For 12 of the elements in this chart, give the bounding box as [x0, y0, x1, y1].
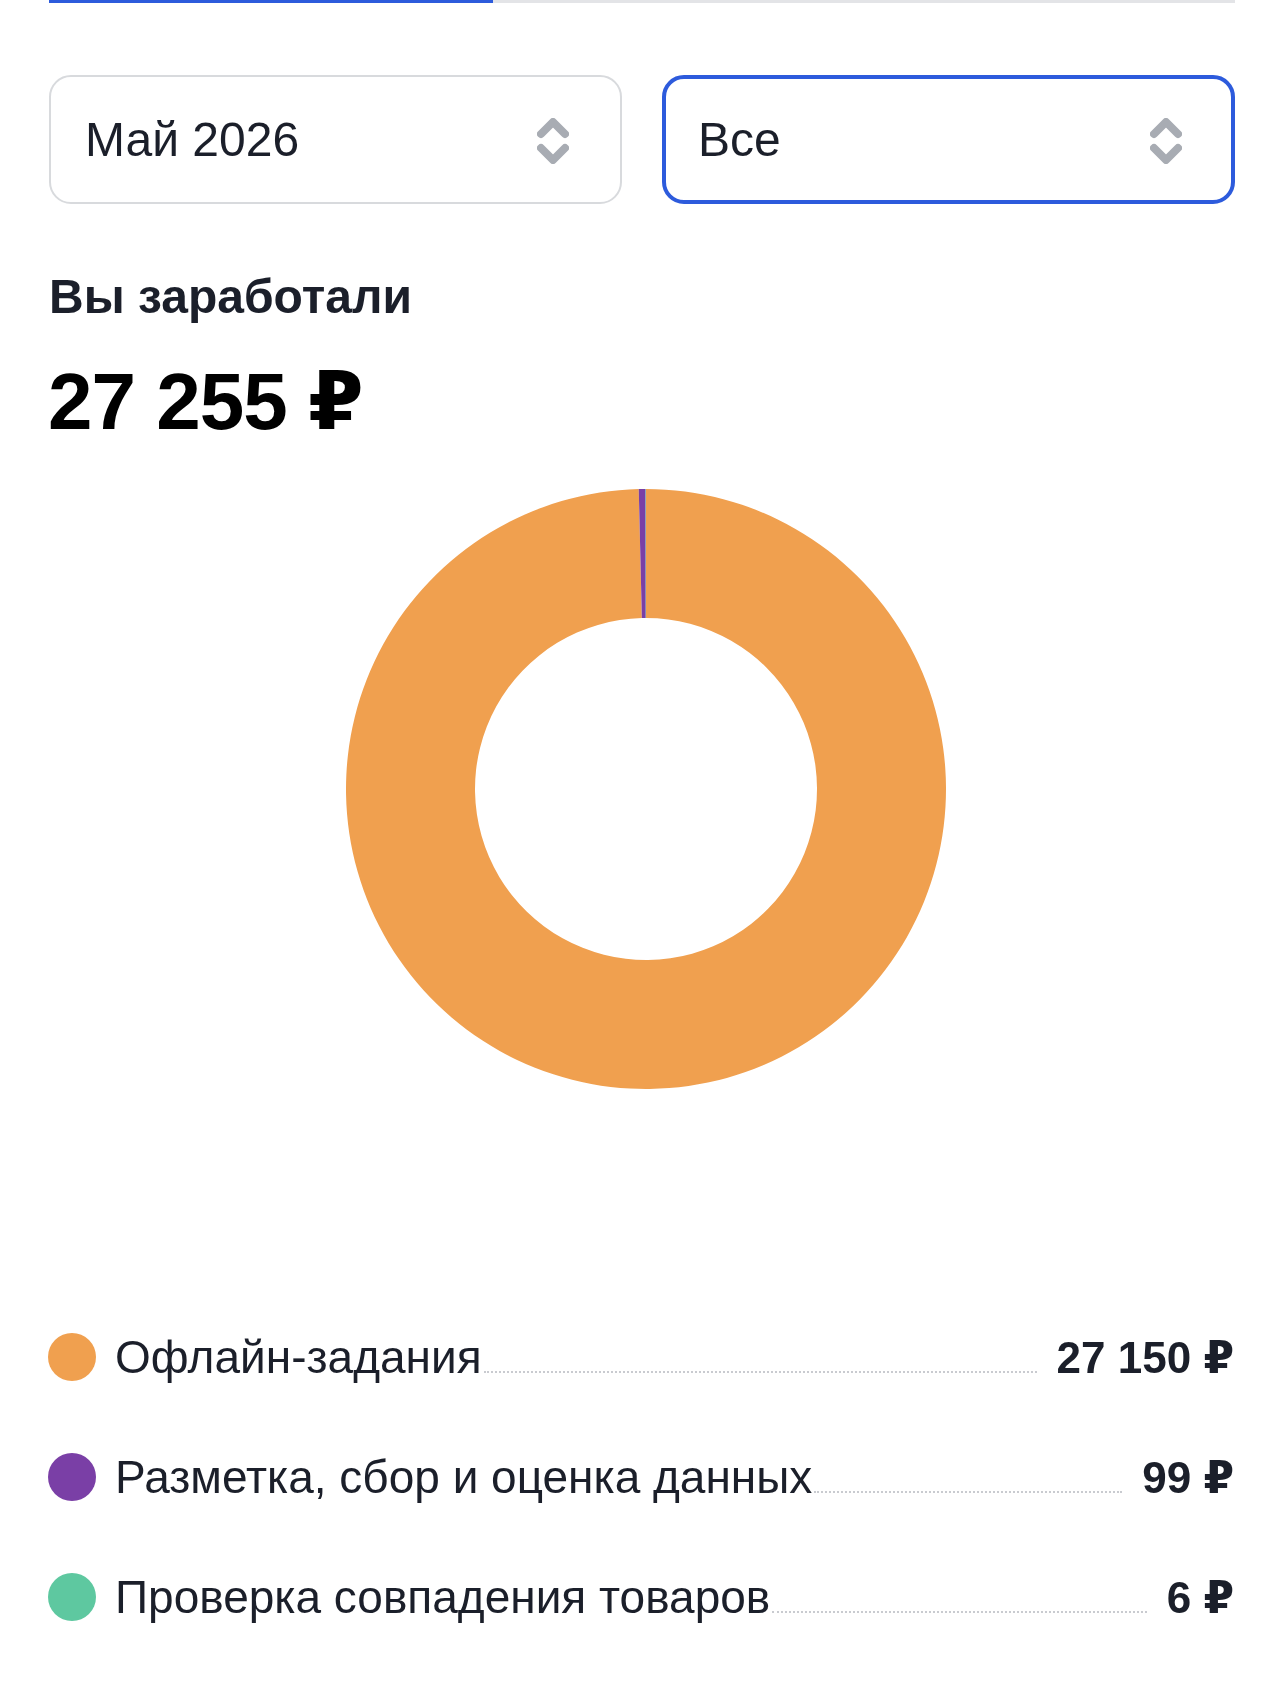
donut-slice: [638, 489, 646, 619]
donut-slice: [346, 489, 946, 1089]
data-label: 27 150 ₽: [1056, 1333, 1234, 1382]
data-label: 99 ₽: [1142, 1453, 1234, 1502]
data-label: 6 ₽: [1166, 1573, 1234, 1622]
dropdown-field: Май 2026: [49, 75, 622, 204]
legend-label: Офлайн-задания: [115, 1331, 482, 1383]
chart-title: Вы заработали: [49, 270, 412, 323]
dropdown-field: Все: [662, 75, 1235, 204]
chart-subtitle: 27 255 ₽: [48, 357, 363, 446]
legend-label: Разметка, сбор и оценка данных: [115, 1451, 813, 1503]
legend-label: Проверка совпадения товаров: [115, 1571, 771, 1623]
